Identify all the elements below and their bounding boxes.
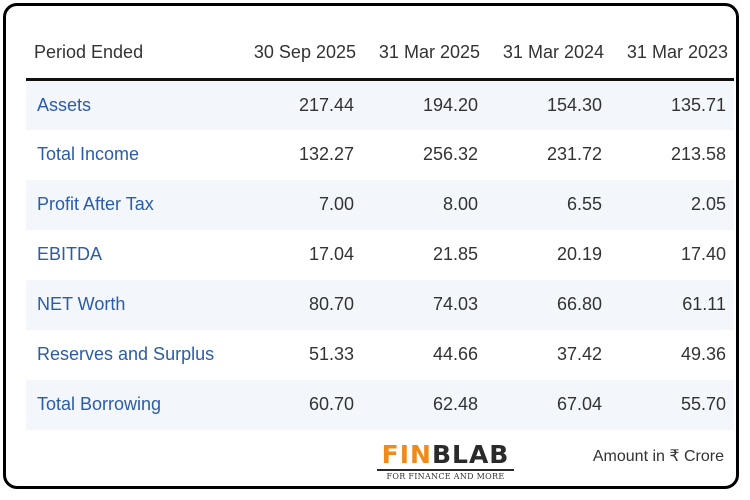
table-row: NET Worth 80.70 74.03 66.80 61.11 [26,279,734,330]
table-cell: 17.04 [308,244,354,264]
table-cell: 256.32 [422,144,478,164]
table-cell: 2.05 [610,179,734,230]
table-cell: 67.04 [486,379,610,430]
row-label-profit-after-tax[interactable]: Profit After Tax [26,179,238,230]
table-cell: 8.00 [362,179,486,230]
table-cell: 66.80 [486,279,610,330]
row-label-reserves-and-surplus[interactable]: Reserves and Surplus [37,344,215,364]
table-cell: 7.00 [238,179,362,230]
table-row: Reserves and Surplus 51.33 44.66 37.42 4… [26,330,734,380]
table-cell: 60.70 [238,379,362,430]
header-col-1: 30 Sep 2025 [238,26,362,81]
financials-card: Period Ended 30 Sep 2025 31 Mar 2025 31 … [3,3,739,489]
table-cell: 74.03 [362,279,486,330]
financials-table: Period Ended 30 Sep 2025 31 Mar 2025 31 … [26,26,734,430]
table-cell: 154.30 [486,79,610,130]
header-period-ended: Period Ended [26,26,238,81]
row-label-net-worth[interactable]: NET Worth [26,279,238,330]
table-cell: 37.42 [556,344,602,364]
header-col-4: 31 Mar 2023 [610,26,734,81]
table-cell: 62.48 [362,379,486,430]
row-label-total-borrowing[interactable]: Total Borrowing [26,379,238,430]
table-cell: 135.71 [610,79,734,130]
table-cell: 61.11 [610,279,734,330]
header-col-2: 31 Mar 2025 [362,26,486,81]
card-footer: FINBLAB FOR FINANCE AND MORE Amount in ₹… [6,436,742,486]
logo-text-fin: FIN [381,440,432,469]
table-cell: 231.72 [546,144,602,164]
table-row: EBITDA 17.04 21.85 20.19 17.40 [26,230,734,280]
logo-tagline: FOR FINANCE AND MORE [386,472,505,481]
table-cell: 6.55 [486,179,610,230]
table-cell: 17.40 [680,244,726,264]
table-cell: 49.36 [680,344,726,364]
table-row: Profit After Tax 7.00 8.00 6.55 2.05 [26,179,734,230]
table-cell: 217.44 [238,79,362,130]
table-cell: 20.19 [556,244,602,264]
logo-divider [377,469,514,471]
table-cell: 132.27 [298,144,354,164]
logo-text-blab: BLAB [431,440,510,469]
row-label-ebitda[interactable]: EBITDA [37,244,103,264]
table-row: Total Income 132.27 256.32 231.72 213.58 [26,130,734,180]
table-cell: 194.20 [362,79,486,130]
table-cell: 51.33 [308,344,354,364]
row-label-total-income[interactable]: Total Income [37,144,140,164]
table-cell: 55.70 [610,379,734,430]
table-row: Total Borrowing 60.70 62.48 67.04 55.70 [26,379,734,430]
table-row: Assets 217.44 194.20 154.30 135.71 [26,79,734,130]
table-cell: 21.85 [432,244,478,264]
row-label-assets[interactable]: Assets [26,79,238,130]
amount-unit-note: Amount in ₹ Crore [592,448,724,465]
table-cell: 80.70 [238,279,362,330]
table-cell: 213.58 [670,144,726,164]
table-header-row: Period Ended 30 Sep 2025 31 Mar 2025 31 … [26,26,734,81]
header-col-3: 31 Mar 2024 [486,26,610,81]
table-cell: 44.66 [432,344,478,364]
finblab-logo: FINBLAB FOR FINANCE AND MORE [373,442,518,481]
